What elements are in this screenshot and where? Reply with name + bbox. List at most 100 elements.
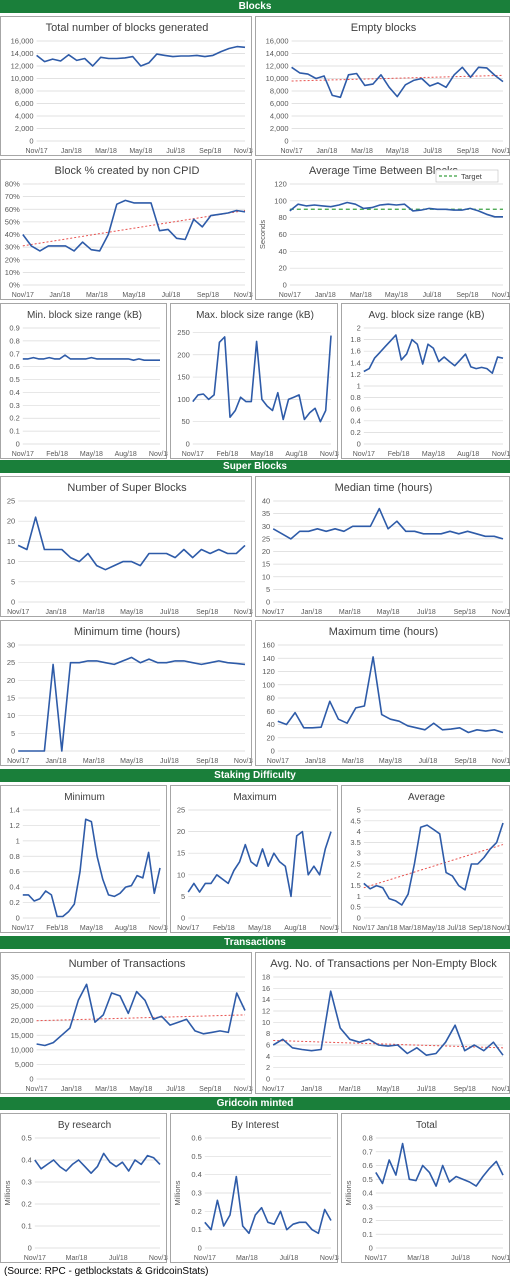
x-tick-label: Jul/18 <box>160 609 179 616</box>
y-tick-label: 0 <box>369 1244 373 1253</box>
chart-number-of-super-blocks: Number of Super Blocks 0 5 10 15 20 25 Nov/17 Ja… <box>0 476 253 617</box>
x-tick-label: Mar/18 <box>95 148 117 155</box>
section-header-gridcoin-minted: Gridcoin minted <box>0 1097 510 1110</box>
source-note: (Source: RPC - getblockstats & GridcoinS… <box>4 1266 209 1277</box>
chart-svg: Number of Transactions 0 5,000 10,000 15,000… <box>11 958 253 1093</box>
y-tick-label: 12 <box>262 1007 270 1016</box>
x-tick-label: Sep/18 <box>454 609 476 616</box>
x-tick-label: Aug/18 <box>284 925 306 932</box>
y-tick-label: 0.5 <box>350 903 360 912</box>
chart-title: Max. block size range (kB) <box>196 310 314 321</box>
x-tick-label: Nov/17 <box>12 925 34 932</box>
y-tick-label: 60% <box>5 205 20 214</box>
x-tick-label: Sep/18 <box>456 292 478 299</box>
y-tick-label: 10,000 <box>11 1045 34 1054</box>
y-tick-label: 1.5 <box>350 881 360 890</box>
y-tick-label: 0.3 <box>21 1178 31 1187</box>
y-tick-label: 60 <box>266 707 274 716</box>
chart-svg: Max. block size range (kB) 0 50 100 150 200 25… <box>177 310 339 458</box>
chart-svg: Min. block size range (kB) 0 0.1 0.2 0.3 0.4 0… <box>9 310 168 458</box>
y-tick-label: 0% <box>9 281 20 290</box>
chart-by-research: By research 0 0.1 0.2 0.3 0.4 0.5 Millions Nov/1… <box>0 1113 168 1263</box>
y-tick-label: 0 <box>11 747 15 756</box>
x-tick-label: Nov/18 <box>320 451 339 458</box>
x-tick-label: Jan/18 <box>45 758 66 765</box>
x-tick-label: Nov/18 <box>492 609 510 616</box>
x-tick-label: Aug/18 <box>115 451 137 458</box>
x-tick-label: Aug/18 <box>115 925 137 932</box>
series-line <box>17 516 246 571</box>
y-tick-label: 1.4 <box>350 358 360 367</box>
y-tick-label: 0.2 <box>9 414 19 423</box>
trend-line <box>22 210 246 247</box>
y-tick-label: 0 <box>16 440 20 449</box>
chart-svg: Empty blocks 0 2,000 4,000 6,000 8,000 10,000 1… <box>266 22 510 155</box>
x-tick-label: Jul/18 <box>160 758 179 765</box>
x-tick-label: Jan/18 <box>315 292 336 299</box>
x-tick-label: Jul/18 <box>417 609 436 616</box>
x-tick-label: Nov/17 <box>267 758 289 765</box>
y-tick-label: 0 <box>284 137 288 146</box>
x-tick-label: Mar/18 <box>83 758 105 765</box>
series-line <box>36 983 246 1047</box>
y-axis-label: Millions <box>173 1180 182 1205</box>
y-tick-label: 2,000 <box>270 124 289 133</box>
x-tick-label: Sep/18 <box>197 292 219 299</box>
y-tick-label: 3 <box>357 849 361 858</box>
x-tick-label: Nov/18 <box>234 148 253 155</box>
x-tick-label: Nov/17 <box>279 292 301 299</box>
y-tick-label: 100 <box>274 196 287 205</box>
x-tick-label: Sep/18 <box>454 758 476 765</box>
x-tick-label: Nov/17 <box>365 1255 387 1262</box>
y-tick-label: 14,000 <box>266 49 289 58</box>
y-tick-label: 14,000 <box>11 49 34 58</box>
chart-avg-no-of-transactions-per-non-empty-block: Avg. No. of Transactions per Non-Empty B… <box>255 952 510 1094</box>
x-tick-label: Feb/18 <box>46 925 68 932</box>
series-line <box>289 201 503 218</box>
y-tick-label: 10 <box>262 1018 270 1027</box>
y-tick-label: 1.8 <box>350 335 360 344</box>
x-tick-label: May/18 <box>129 148 152 155</box>
series-line <box>375 1142 504 1187</box>
y-tick-label: 1.2 <box>9 821 19 830</box>
x-tick-label: Nov/17 <box>177 925 199 932</box>
x-tick-label: Jan/18 <box>301 609 322 616</box>
y-tick-label: 0.5 <box>21 1134 31 1143</box>
x-tick-label: Jul/18 <box>162 292 181 299</box>
x-tick-label: Nov/18 <box>149 1255 168 1262</box>
series-line <box>22 818 161 918</box>
chart-svg: Average Time Between Blocks 0 20 40 60 80 100 1… <box>258 165 510 299</box>
x-tick-label: May/18 <box>80 925 103 932</box>
section-header-staking-difficulty: Staking Difficulty <box>0 769 510 782</box>
x-tick-label: Jul/18 <box>166 1086 185 1093</box>
legend-box <box>435 169 499 183</box>
chart-title: Avg. block size range (kB) <box>369 310 485 321</box>
chart-svg: Avg. block size range (kB) 0 0.2 0.4 0.6 0.8 1… <box>350 310 510 458</box>
y-tick-label: 4.5 <box>350 816 360 825</box>
x-tick-label: May/18 <box>422 451 445 458</box>
x-tick-label: Mar/18 <box>399 925 421 932</box>
y-tick-label: 60 <box>278 230 286 239</box>
y-tick-label: 15 <box>262 560 270 569</box>
y-tick-label: 0.8 <box>362 1134 372 1143</box>
x-tick-label: Mar/18 <box>66 1255 88 1262</box>
x-tick-label: Jan/18 <box>61 1086 82 1093</box>
x-tick-label: Jan/18 <box>49 292 70 299</box>
chart-title: Maximum time (hours) <box>329 626 438 638</box>
y-tick-label: 0.4 <box>9 388 19 397</box>
series-line <box>36 45 246 67</box>
y-tick-label: 2,000 <box>15 124 34 133</box>
y-tick-label: 4 <box>357 827 361 836</box>
chart-svg: Maximum 0 5 10 15 20 25 Nov/17 Feb/18 May/18 Aug/1… <box>177 792 339 932</box>
y-tick-label: 18 <box>262 973 270 982</box>
x-tick-label: Nov/18 <box>492 451 510 458</box>
x-tick-label: Mar/18 <box>95 1086 117 1093</box>
series-line <box>22 199 246 252</box>
y-tick-label: 0 <box>29 1075 33 1084</box>
chart-title: Minimum <box>64 792 105 803</box>
x-tick-label: Jul/18 <box>417 1086 436 1093</box>
chart-title: Median time (hours) <box>335 482 433 494</box>
x-tick-label: Nov/17 <box>353 451 375 458</box>
chart-svg: Median time (hours) 0 5 10 15 20 25 30 35 40 Nov/1… <box>262 482 510 616</box>
y-tick-label: 6,000 <box>15 99 34 108</box>
